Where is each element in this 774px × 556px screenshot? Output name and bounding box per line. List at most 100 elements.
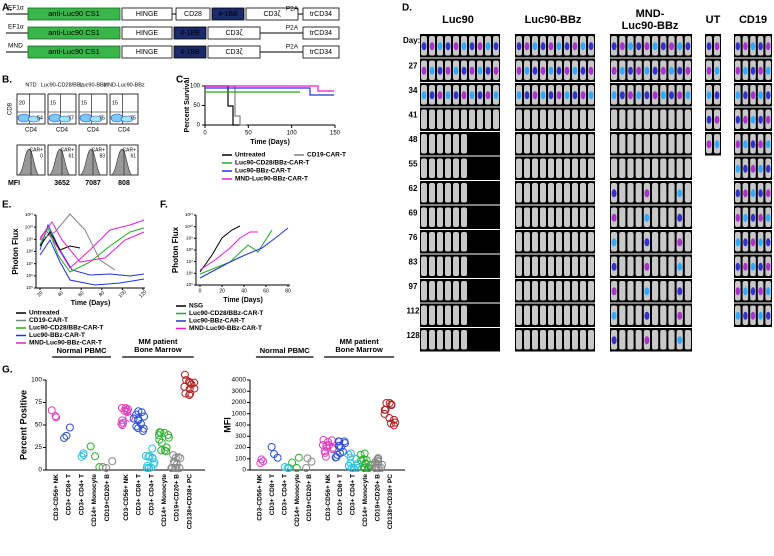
sample-dot [386,419,395,428]
sample-dot [148,454,157,463]
label: CD3ζ [263,11,280,18]
signal [611,238,617,247]
mouse [580,305,586,325]
signal [743,213,748,222]
histogram-fill [79,148,102,176]
mouse [660,256,667,276]
signal [556,66,562,75]
label: HINGE [136,49,159,56]
tick-label: 80 [285,288,291,294]
signal [765,189,771,198]
label: Time (Days) [223,297,263,304]
mouse [421,158,427,178]
label: Luc90-BBz [80,82,107,88]
mouse [453,183,459,203]
signal [714,115,720,124]
sample-dot [164,431,173,440]
signal [485,42,491,51]
mouse [684,207,691,227]
signal [660,66,666,75]
day-prefix: Day: [403,36,420,45]
signal [493,66,499,75]
signal [765,311,771,320]
signal [750,311,756,320]
mouse [643,134,650,154]
box [302,26,340,40]
signal [652,91,658,100]
signal [758,213,763,222]
signal [421,91,427,100]
mouse [516,256,522,276]
category-label: CD19+CD20+ B [374,474,381,522]
signal [588,42,594,51]
sample-dot [119,418,128,427]
mouse [453,109,459,129]
signal [611,189,617,198]
mouse [619,232,626,252]
signal [669,42,674,51]
signal [644,238,650,247]
day-label: 48 [409,135,418,144]
signal [758,91,763,100]
signal [556,91,562,100]
mouse [540,207,546,227]
sample-dot [139,424,148,433]
signal [453,42,459,51]
mouse [548,134,554,154]
signal [532,91,538,100]
signal [765,287,771,296]
signal [461,66,467,75]
label: 15 [50,100,56,106]
sample-dot [162,447,171,456]
signal [750,42,756,51]
signal [611,311,617,320]
mouse [461,207,467,227]
signal [469,42,475,51]
mouse [453,207,459,227]
signal [540,66,546,75]
signal [619,42,625,51]
signal [743,91,748,100]
mouse [676,134,683,154]
signal [429,91,435,100]
sample-dot [168,464,177,472]
mouse [437,158,443,178]
column-header: UT [706,14,721,26]
mouse [684,158,691,178]
signal [644,66,650,75]
mouse [635,183,642,203]
mouse [437,281,443,301]
mouse [588,183,594,203]
sample-dot [186,378,195,387]
mouse [660,330,667,350]
mouse [445,109,451,129]
sample-dot [62,431,71,440]
sample-dot [185,391,194,400]
signal [685,91,691,100]
signal [644,262,650,271]
label: 808 [118,180,130,187]
signal [611,66,617,75]
mouse [453,134,459,154]
mouse [652,134,659,154]
mouse [461,305,467,325]
sample-dot [356,450,365,459]
mouse [580,158,586,178]
signal [677,287,683,296]
signal [685,42,691,51]
signal [644,213,650,222]
mouse [635,109,642,129]
mouse [580,330,586,350]
mouse [516,109,522,129]
mouse [660,232,667,252]
sample-dot [288,458,297,467]
category-label: CD3-CD56+ NK [123,474,130,521]
population [27,115,41,123]
signal [588,66,594,75]
mouse [580,207,586,227]
mouse [668,158,675,178]
mouse [588,109,594,129]
mouse [532,183,538,203]
mouse [635,158,642,178]
signal [677,42,683,51]
